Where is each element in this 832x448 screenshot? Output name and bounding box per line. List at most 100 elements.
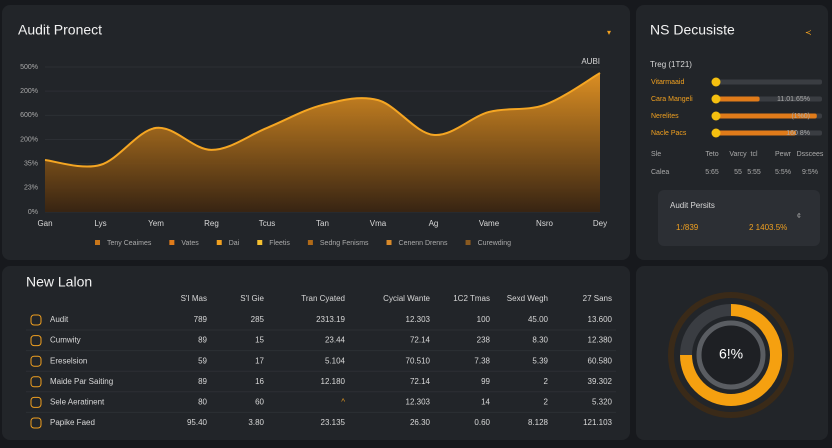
cell: 12.180 [321,377,346,386]
column-header: S'I Gie [240,294,264,303]
legend-swatch [216,240,222,245]
x-tick-label: Reg [204,219,219,228]
column-header: Tran Cyated [301,294,345,303]
cell: 5.104 [325,356,346,365]
mini-header: Dsscees [797,151,824,158]
row-icon [30,396,42,408]
legend-swatch [169,240,175,245]
icon: ≺ [805,28,812,37]
x-tick-label: Vame [479,219,500,228]
cell: 5.39 [532,356,548,365]
mini-header: Pewr [775,151,792,158]
row-label: Papike Faed [50,418,95,427]
row-label: Nacle Pacs [651,130,687,137]
cell: 2313.19 [316,315,345,324]
bar [718,130,796,136]
mini-cell: Calea [651,169,669,176]
x-tick-label: Gan [37,219,52,228]
legend-label: Vates [181,240,199,247]
y-tick-label: 600% [20,112,38,119]
cell: 45.00 [528,315,549,324]
cell: 8.30 [532,336,548,345]
row-icon [30,314,42,326]
cell: 0.60 [474,418,490,427]
y-tick-label: 200% [20,88,38,95]
cell: 80 [198,398,207,407]
ring [696,320,766,390]
cell: 8.128 [528,418,549,427]
x-tick-label: Tan [316,219,329,228]
x-tick-label: Nsro [536,219,553,228]
row-label: Cara Mangeli [651,96,693,103]
cell: 95.40 [187,418,208,427]
mini-cell: 5:65 [705,169,719,176]
row-label: Sele Aeratinent [50,398,105,407]
annotation: AUBI [581,57,600,66]
area [45,73,600,213]
cell: 39.302 [588,377,613,386]
cell: 238 [477,336,491,345]
legend-label: Cenenn Drenns [399,240,449,247]
card-value: 1:/839 [676,223,699,232]
row-value: (1%0) [791,113,810,120]
card-value: 2 1403.5% [749,223,787,232]
mini-header: Teto [705,151,718,158]
y-tick-label: 35% [24,161,38,168]
legend-swatch [257,240,263,245]
cell: 789 [194,315,208,324]
cell: 16 [255,377,264,386]
track [718,79,822,85]
cell: 59 [198,356,207,365]
cell: 99 [481,377,490,386]
legend-swatch [95,240,100,245]
cell: 13.600 [588,315,613,324]
cell: 285 [251,315,265,324]
bar [718,113,817,119]
panel [2,266,630,440]
cell: 5.320 [592,398,613,407]
title: Audit Pronect [18,22,102,38]
cell: 23.44 [325,336,346,345]
title: New Lalon [26,274,92,290]
card-title: Audit Persits [670,201,715,210]
x-tick-label: Dey [593,219,607,228]
cell: 60.580 [588,356,613,365]
row-label: Ereselsion [50,356,87,365]
y-tick-label: 200% [20,136,38,143]
column-header: Cycial Wante [383,294,430,303]
cell: 17 [255,356,264,365]
title: NS Decusiste [650,22,735,38]
cell: 60 [255,398,264,407]
row-label: Audit [50,315,69,324]
cell: 70.510 [406,356,431,365]
mini-cell: 5:55 [747,169,761,176]
cell: 3.80 [248,418,264,427]
cell: 26.30 [410,418,431,427]
card [658,190,820,246]
y-tick-label: 23% [24,185,38,192]
row-icon [30,376,42,388]
subtitle: Treg (1T21) [650,60,692,69]
column-header: Sexd Wegh [507,294,548,303]
cell: 89 [198,336,207,345]
legend-label: Curewding [478,240,512,247]
cell: 89 [198,377,207,386]
x-tick-label: Yem [148,219,164,228]
cell: ^ [341,398,345,407]
bar [718,96,760,102]
mini-cell: 5:5% [775,169,791,176]
row-label: Vitarmaaid [651,79,684,86]
legend-swatch [465,240,471,245]
mini-header: Varcy [729,151,747,158]
dot [711,128,721,138]
dot [711,111,721,121]
row-label: Cumwity [50,336,81,345]
row-icon [30,417,42,429]
x-tick-label: Tcus [259,219,275,228]
icon: ▾ [607,28,611,37]
y-tick-label: 500% [20,64,38,71]
mini-cell: 55 [734,169,742,176]
cell: 2 [544,398,549,407]
cell: 23.135 [321,418,346,427]
icon: ¢ [797,213,801,220]
